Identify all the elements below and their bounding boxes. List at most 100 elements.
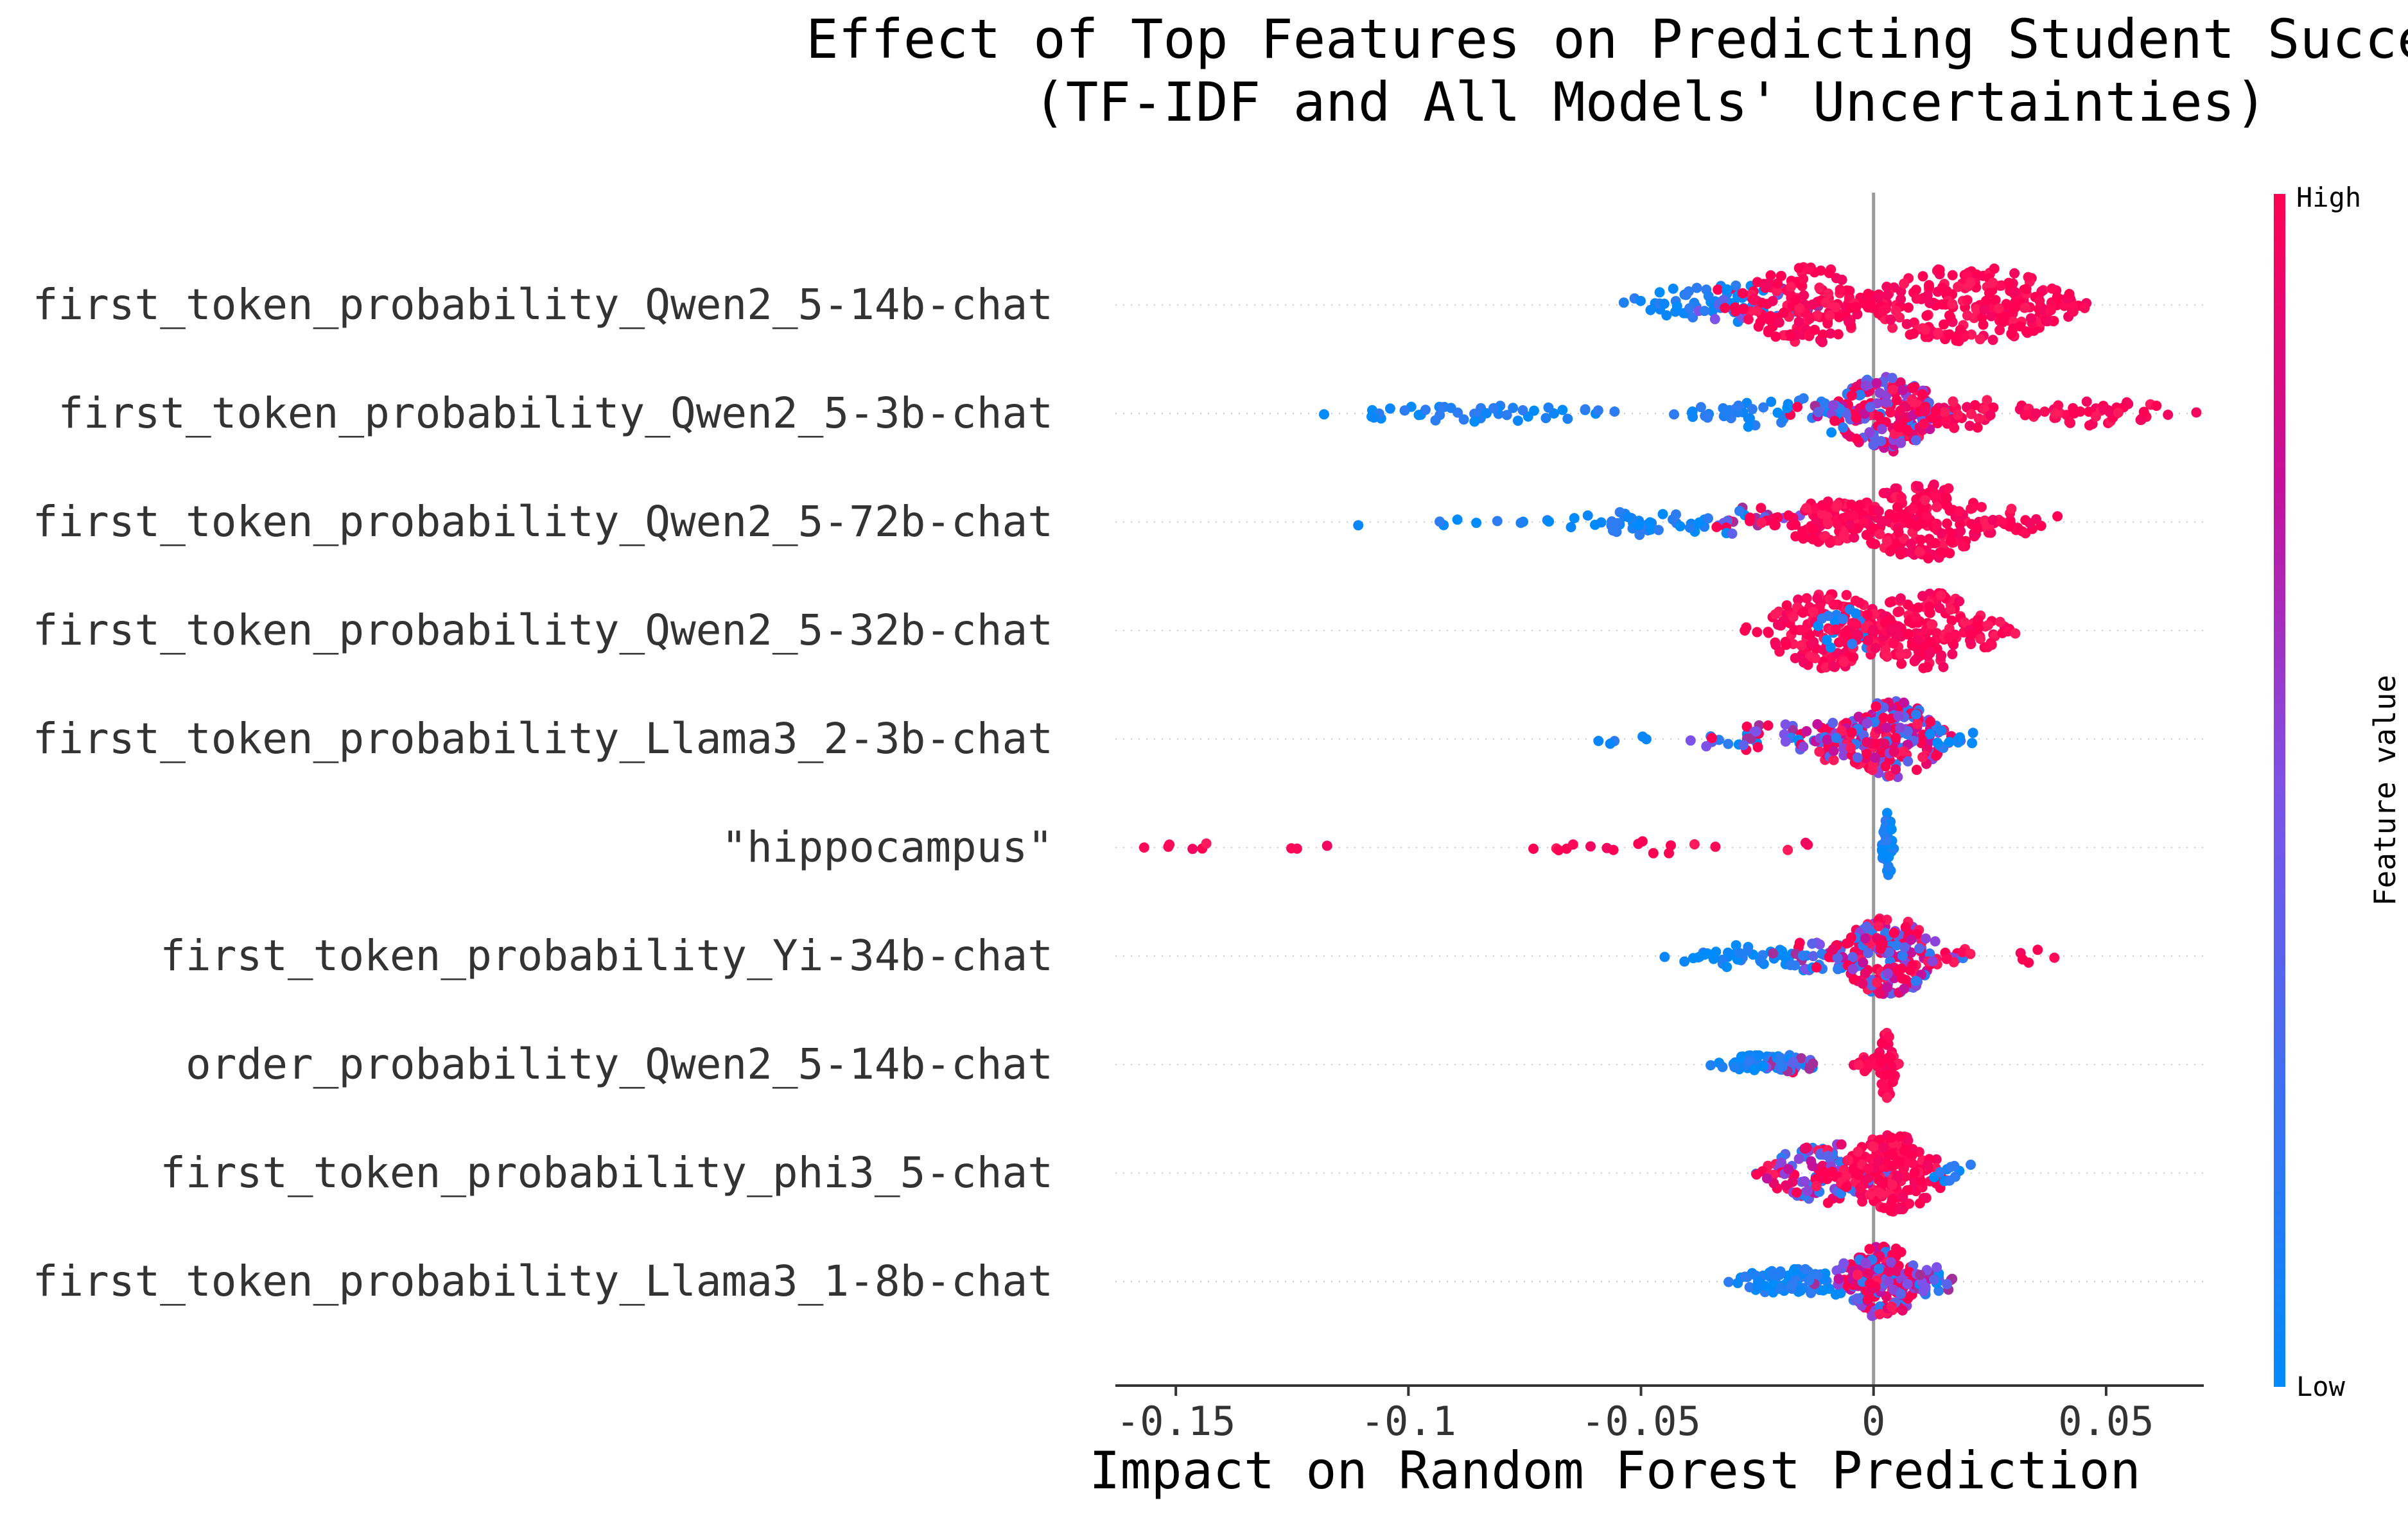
- shap-dot: [1931, 1154, 1942, 1165]
- shap-dot: [1807, 638, 1818, 649]
- shap-dot: [1876, 1189, 1887, 1200]
- shap-dot: [1861, 921, 1872, 932]
- shap-dot: [1836, 1139, 1847, 1150]
- shap-dot: [1752, 277, 1763, 288]
- shap-dot: [1941, 492, 1951, 503]
- shap-dot: [1864, 427, 1875, 438]
- shap-dot: [1944, 548, 1955, 559]
- shap-dot: [1934, 603, 1945, 613]
- shap-dot: [1990, 295, 2001, 306]
- shap-dot: [1967, 503, 1978, 514]
- shap-dot: [1772, 620, 1783, 630]
- shap-dot: [2052, 511, 2063, 522]
- shap-dot: [1893, 526, 1904, 537]
- shap-dot: [1892, 501, 1903, 512]
- shap-dot: [1399, 405, 1410, 416]
- shap-dot: [1913, 481, 1924, 492]
- shap-dot: [1529, 405, 1539, 416]
- shap-dot: [1797, 625, 1808, 636]
- shap-dot: [1688, 412, 1698, 422]
- shap-dot: [1645, 524, 1656, 535]
- shap-dot: [1924, 736, 1935, 747]
- shap-dot: [1965, 948, 1976, 959]
- shap-dot: [1930, 406, 1941, 416]
- shap-dot: [1870, 738, 1881, 749]
- shap-dot: [1915, 1269, 1926, 1280]
- shap-dot: [1941, 415, 1951, 426]
- shap-dot: [1924, 948, 1935, 959]
- shap-dot: [1920, 933, 1931, 944]
- shap-dot: [1976, 312, 1987, 323]
- shap-dot: [1824, 537, 1835, 548]
- shap-dot: [1945, 1162, 1956, 1172]
- shap-dot: [1881, 651, 1892, 662]
- shap-dot: [1775, 1282, 1786, 1292]
- shap-dot: [1924, 648, 1935, 659]
- shap-dot: [1885, 597, 1895, 608]
- shap-dot: [1868, 439, 1879, 450]
- feature-label: first_token_probability_Llama3_1-8b-chat: [33, 1257, 1053, 1306]
- shap-dot: [1933, 327, 1944, 338]
- shap-dot: [1996, 517, 2007, 528]
- shap-dot: [1862, 749, 1872, 760]
- shap-dot: [1906, 640, 1917, 651]
- shap-dot: [1896, 658, 1907, 669]
- shap-dot: [1910, 654, 1921, 665]
- shap-dot: [1938, 661, 1949, 672]
- shap-dot: [1894, 1204, 1905, 1215]
- shap-dot: [1802, 1186, 1813, 1197]
- shap-dot: [1847, 638, 1858, 649]
- shap-dot: [1853, 1169, 1863, 1180]
- shap-dot: [1830, 624, 1841, 635]
- feature-row-dots: [1139, 808, 1899, 880]
- shap-dot: [1902, 1278, 1913, 1289]
- shap-dot: [1718, 403, 1729, 413]
- shap-dot: [1758, 1061, 1768, 1072]
- shap-dot: [1512, 415, 1523, 426]
- shap-dot: [1291, 843, 1302, 854]
- shap-dot: [1709, 314, 1720, 324]
- shap-dot: [1187, 844, 1198, 855]
- shap-dot: [1777, 1061, 1788, 1072]
- feature-labels: first_token_probability_Qwen2_5-14b-chat…: [33, 280, 1053, 1306]
- shap-dot: [1824, 952, 1835, 962]
- shap-dot: [1810, 324, 1820, 335]
- shap-dot: [1831, 1265, 1842, 1276]
- shap-dot: [1914, 546, 1925, 557]
- shap-dot: [1875, 943, 1886, 954]
- shap-dot: [1935, 1167, 1946, 1178]
- shap-dot: [1880, 1069, 1891, 1080]
- feature-row-dots: [1353, 479, 2063, 564]
- shap-dot: [1684, 303, 1695, 314]
- shap-dot: [1877, 517, 1888, 528]
- shap-dot: [1452, 514, 1463, 525]
- shap-dot: [1886, 824, 1897, 835]
- shap-dot: [1895, 593, 1906, 604]
- shap-dot: [1780, 736, 1791, 747]
- shap-dot: [1929, 1275, 1940, 1285]
- shap-dot: [1826, 427, 1837, 438]
- shap-dot: [1783, 1164, 1794, 1174]
- shap-dot: [1608, 844, 1619, 855]
- shap-dot: [2006, 503, 2017, 514]
- shap-dot: [1862, 736, 1872, 747]
- shap-dot: [1885, 314, 1896, 325]
- shap-dot: [1733, 400, 1744, 411]
- shap-dot: [2032, 944, 2043, 955]
- shap-dot: [1931, 518, 1942, 529]
- shap-dot: [2042, 316, 2053, 327]
- shap-dot: [1838, 422, 1849, 433]
- shap-dot: [1713, 284, 1723, 295]
- shap-dot: [1895, 405, 1906, 416]
- feature-label: first_token_probability_Yi-34b-chat: [160, 931, 1053, 980]
- shap-dot: [1798, 274, 1809, 284]
- shap-dot: [1609, 406, 1620, 417]
- shap-dot: [1758, 402, 1769, 413]
- shap-dot: [1770, 609, 1781, 620]
- shap-dot: [1828, 661, 1838, 672]
- shap-dot: [1139, 842, 1149, 853]
- shap-dot: [1895, 549, 1906, 560]
- shap-dot: [1903, 599, 1914, 610]
- shap-dot: [1993, 303, 2004, 314]
- shap-dot: [1772, 278, 1783, 289]
